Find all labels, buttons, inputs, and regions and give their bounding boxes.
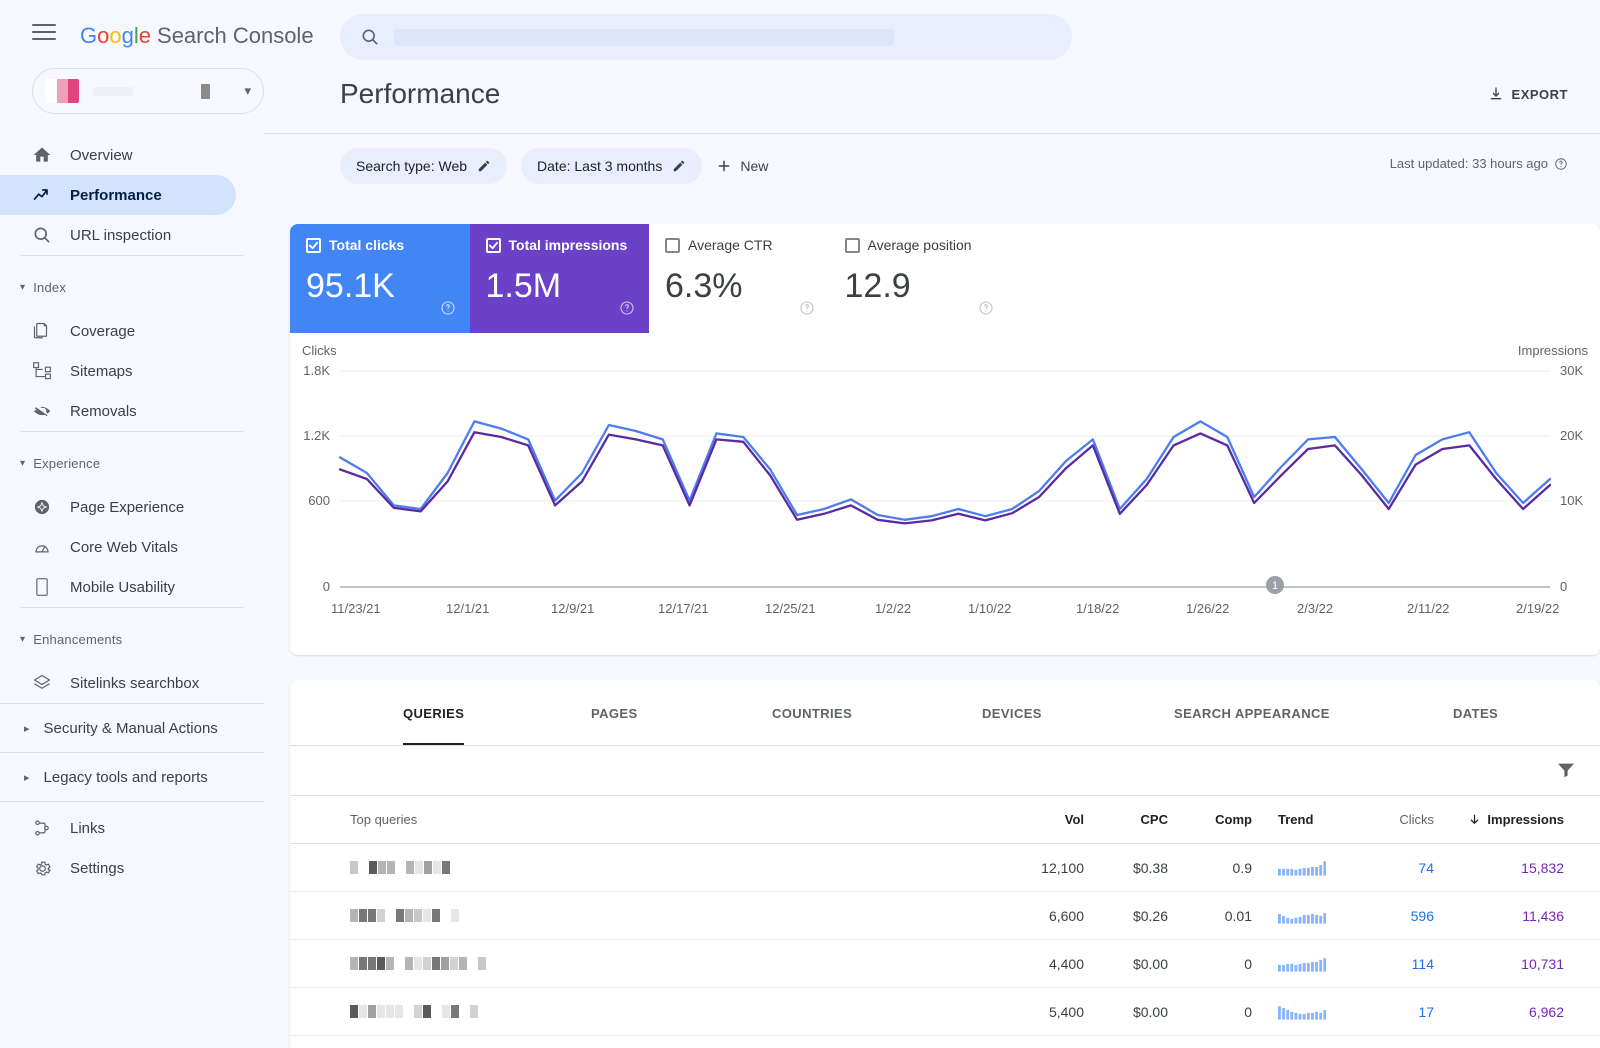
svg-text:1/2/22: 1/2/22 xyxy=(875,601,911,616)
svg-text:0: 0 xyxy=(1560,579,1567,594)
svg-text:12/9/21: 12/9/21 xyxy=(551,601,594,616)
svg-text:1.8K: 1.8K xyxy=(303,363,330,378)
svg-text:2/19/22: 2/19/22 xyxy=(1516,601,1559,616)
svg-text:600: 600 xyxy=(308,493,330,508)
svg-text:10K: 10K xyxy=(1560,493,1583,508)
svg-text:1.2K: 1.2K xyxy=(303,428,330,443)
svg-text:1: 1 xyxy=(1272,580,1278,592)
svg-text:1/18/22: 1/18/22 xyxy=(1076,601,1119,616)
svg-text:1/10/22: 1/10/22 xyxy=(968,601,1011,616)
svg-text:0: 0 xyxy=(323,579,330,594)
svg-text:2/11/22: 2/11/22 xyxy=(1407,601,1449,616)
svg-text:1/26/22: 1/26/22 xyxy=(1186,601,1229,616)
svg-text:12/1/21: 12/1/21 xyxy=(446,601,489,616)
svg-text:30K: 30K xyxy=(1560,363,1583,378)
svg-text:12/25/21: 12/25/21 xyxy=(765,601,816,616)
svg-text:2/3/22: 2/3/22 xyxy=(1297,601,1333,616)
svg-text:Clicks: Clicks xyxy=(302,343,337,358)
svg-text:11/23/21: 11/23/21 xyxy=(331,601,381,616)
svg-text:20K: 20K xyxy=(1560,428,1583,443)
svg-text:Impressions: Impressions xyxy=(1518,343,1589,358)
svg-text:12/17/21: 12/17/21 xyxy=(658,601,709,616)
